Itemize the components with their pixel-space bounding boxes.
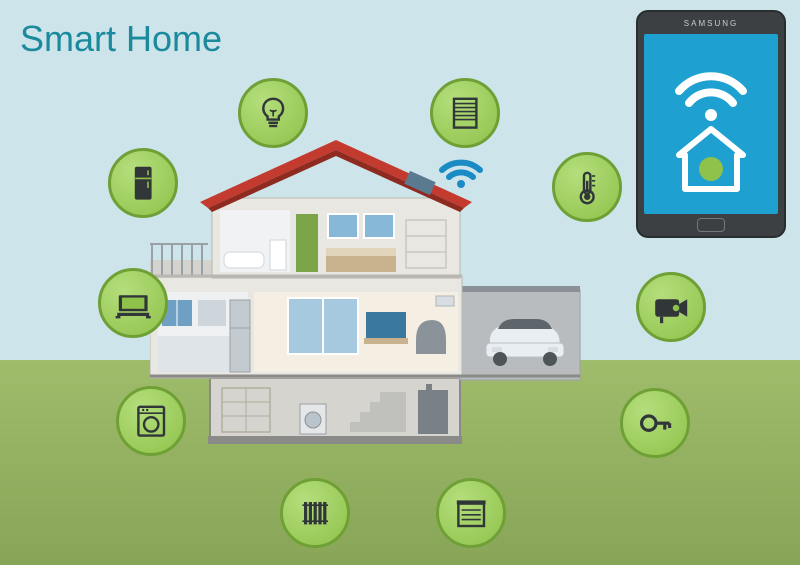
washer-bubble xyxy=(116,386,186,456)
camera-icon xyxy=(652,288,690,326)
key-icon xyxy=(636,404,674,442)
garage-icon xyxy=(452,494,490,532)
key-bubble xyxy=(620,388,690,458)
phone-screen xyxy=(644,34,778,214)
fridge-bubble xyxy=(108,148,178,218)
thermometer-bubble xyxy=(552,152,622,222)
blinds-bubble xyxy=(430,78,500,148)
page-title: Smart Home xyxy=(20,18,222,60)
tv-bubble xyxy=(98,268,168,338)
smart-home-infographic: Smart Home xyxy=(0,0,800,565)
fridge-icon xyxy=(124,164,162,202)
radiator-icon xyxy=(296,494,334,532)
house-illustration xyxy=(150,140,590,450)
phone-bottom-bezel xyxy=(638,214,784,236)
wifi-signal-icon xyxy=(436,148,486,193)
smartphone: SAMSUNG xyxy=(636,10,786,238)
thermometer-icon xyxy=(568,168,606,206)
blinds-icon xyxy=(446,94,484,132)
washer-icon xyxy=(132,402,170,440)
lightbulb-icon xyxy=(254,94,292,132)
garage-bubble xyxy=(436,478,506,548)
phone-home-button xyxy=(697,218,725,232)
radiator-bubble xyxy=(280,478,350,548)
phone-brand-label: SAMSUNG xyxy=(684,19,738,28)
camera-bubble xyxy=(636,272,706,342)
lightbulb-bubble xyxy=(238,78,308,148)
tv-icon xyxy=(114,284,152,322)
phone-top-bezel: SAMSUNG xyxy=(638,12,784,34)
